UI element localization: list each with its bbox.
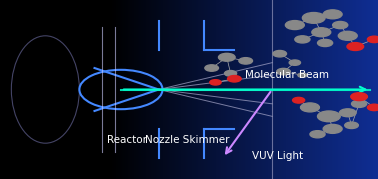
Circle shape	[293, 97, 305, 103]
Circle shape	[225, 71, 237, 76]
Circle shape	[318, 39, 333, 47]
Circle shape	[301, 103, 319, 112]
Circle shape	[295, 36, 310, 43]
Circle shape	[302, 13, 325, 23]
Text: Reactor: Reactor	[107, 135, 147, 145]
Circle shape	[347, 43, 364, 50]
Circle shape	[333, 21, 348, 29]
Circle shape	[298, 73, 307, 77]
Circle shape	[218, 53, 235, 61]
Circle shape	[345, 122, 358, 129]
Circle shape	[205, 65, 218, 71]
Circle shape	[273, 50, 287, 57]
Circle shape	[210, 80, 221, 85]
Circle shape	[339, 109, 356, 117]
Circle shape	[312, 28, 331, 37]
Circle shape	[277, 68, 290, 75]
Text: Molecular Beam: Molecular Beam	[245, 70, 329, 80]
Circle shape	[352, 100, 367, 107]
Circle shape	[285, 21, 304, 30]
Text: Nozzle Skimmer: Nozzle Skimmer	[145, 135, 229, 145]
Circle shape	[367, 36, 378, 43]
Circle shape	[323, 124, 342, 133]
Circle shape	[367, 104, 378, 111]
Circle shape	[310, 131, 325, 138]
Circle shape	[323, 10, 342, 19]
Circle shape	[338, 31, 357, 40]
Circle shape	[239, 58, 253, 64]
Circle shape	[289, 60, 301, 65]
Circle shape	[318, 111, 340, 122]
Circle shape	[351, 93, 367, 101]
Text: VUV Light: VUV Light	[252, 151, 304, 161]
Circle shape	[228, 76, 241, 82]
